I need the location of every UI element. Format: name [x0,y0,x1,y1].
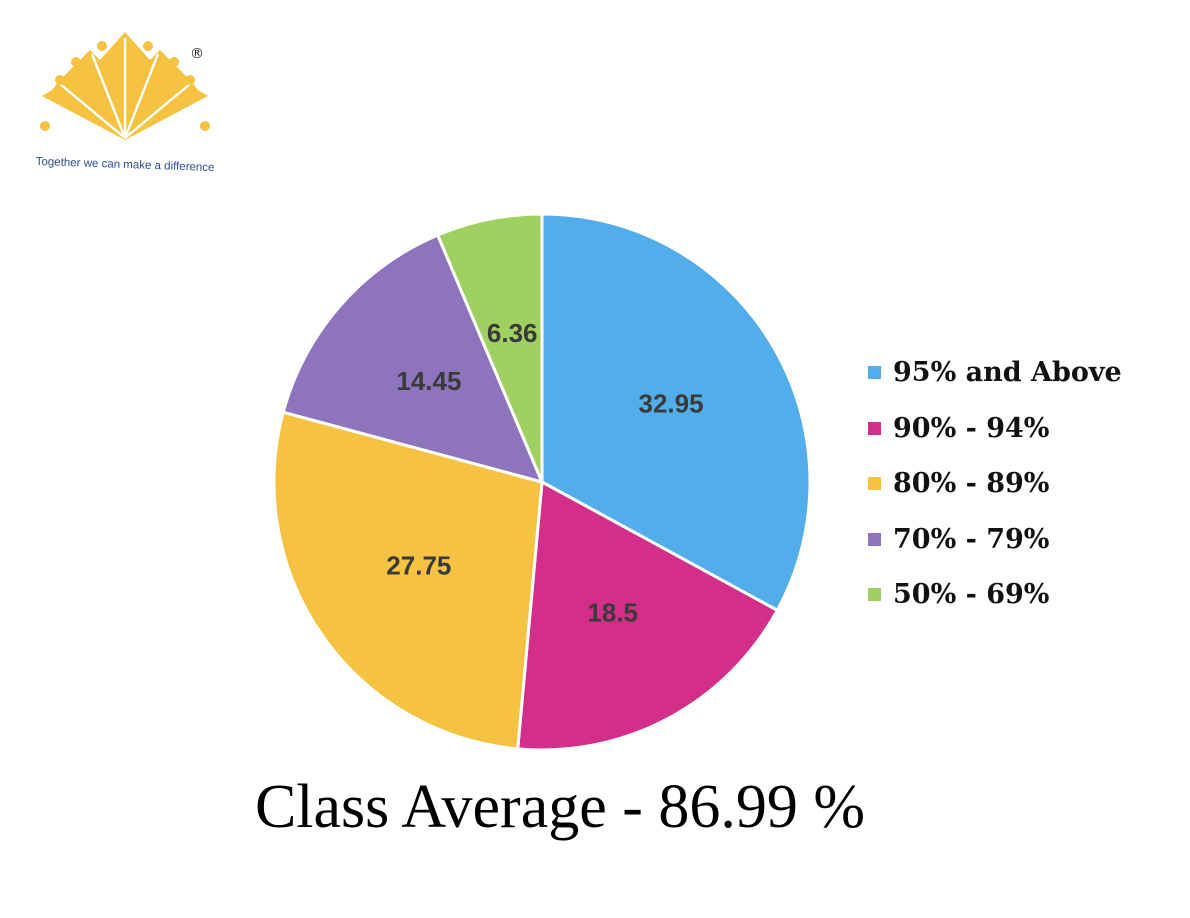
legend-item-3: 80% - 89% [868,456,1168,512]
legend-label-3: 80% - 89% [893,468,1050,500]
pie-value-label-4: 14.45 [396,366,461,396]
pie-slice-4 [281,233,545,485]
pie-value-label-1: 32.95 [639,388,704,418]
legend-swatch-2 [868,421,881,435]
legend-swatch-3 [868,477,881,491]
legend-label-5: 50% - 69% [893,579,1050,611]
legend-label-1: 95% and Above [893,357,1122,389]
legend-label-4: 70% - 79% [893,523,1050,555]
chart-legend: 95% and Above 90% - 94% 80% - 89% 70% - 79%… [868,345,1168,623]
logo-tagline: Together we can make a difference [36,156,215,174]
pie-value-label-2: 18.5 [587,597,638,627]
pie-slice-5 [435,212,544,483]
legend-swatch-5 [868,588,881,602]
pie-slices [272,212,812,752]
pie-slice-1 [540,212,812,613]
pie-value-labels: 32.95 18.5 27.75 14.45 6.36 [386,318,703,627]
crown-dots [40,41,210,131]
legend-swatch-1 [868,366,881,380]
logo: ® Together we can make a difference [30,28,220,178]
pie-value-label-3: 27.75 [386,551,451,581]
legend-item-1: 95% and Above [868,345,1168,401]
pie-chart: 32.95 18.5 27.75 14.45 6.36 [272,212,812,752]
crown-rays [59,38,191,139]
legend-item-5: 50% - 69% [868,567,1168,623]
crown-logo-icon: ® Together we can make a difference [36,32,215,174]
class-average-text: Class Average - 86.99 % [254,773,866,841]
legend-item-2: 90% - 94% [868,401,1168,457]
registered-mark: ® [190,46,204,62]
legend-swatch-4 [868,532,881,546]
pie-value-label-5: 6.36 [487,318,538,348]
pie-slice-3 [272,410,544,751]
legend-item-4: 70% - 79% [868,512,1168,568]
legend-label-2: 90% - 94% [893,412,1050,444]
pie-slice-2 [516,479,780,752]
